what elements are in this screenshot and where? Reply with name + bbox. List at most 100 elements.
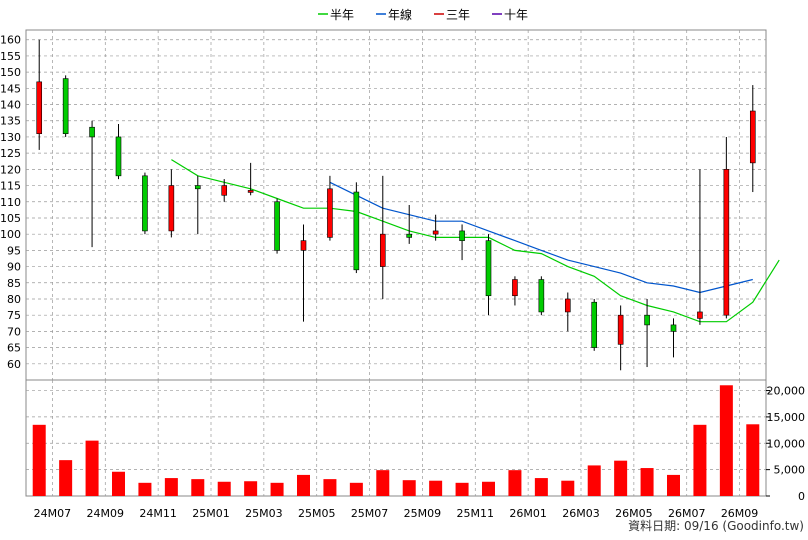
footer-text: 資料日期: 09/16 (Goodinfo.tw) bbox=[628, 519, 804, 533]
candle bbox=[538, 276, 545, 316]
volume-bar bbox=[323, 479, 337, 496]
volume-bar bbox=[85, 440, 99, 496]
volume-tick-label: 10,000 bbox=[767, 437, 806, 450]
moving-average-lines bbox=[171, 159, 780, 323]
volume-bar bbox=[112, 471, 125, 496]
x-axis: 24M07 24M09 24M11 25M01 25M03 25M05 25M07 25M09… bbox=[34, 507, 759, 520]
candle-body bbox=[194, 185, 201, 190]
price-tick-label: 80 bbox=[7, 293, 21, 306]
x-tick-label: 26M05 bbox=[615, 507, 653, 520]
price-tick-label: 95 bbox=[7, 244, 21, 257]
price-tick-label: 60 bbox=[7, 358, 21, 371]
candle-body bbox=[115, 136, 122, 177]
candle-body bbox=[512, 279, 518, 297]
candle bbox=[697, 169, 703, 325]
volume-bars bbox=[32, 385, 760, 496]
volume-bar bbox=[138, 482, 152, 496]
volume-tick-label: 15,000 bbox=[767, 411, 806, 424]
x-tick-label: 25M09 bbox=[404, 507, 442, 520]
volume-bar bbox=[746, 424, 760, 496]
x-tick-label: 26M07 bbox=[668, 507, 706, 520]
candle-body bbox=[353, 191, 360, 271]
candle-body bbox=[327, 188, 333, 238]
candle-body bbox=[670, 324, 677, 332]
x-tick-label: 24M11 bbox=[139, 507, 177, 520]
candle bbox=[221, 179, 228, 202]
price-tick-label: 85 bbox=[7, 277, 21, 290]
price-tick-label: 135 bbox=[0, 115, 21, 128]
x-tick-label: 26M01 bbox=[509, 507, 547, 520]
candle bbox=[512, 276, 518, 306]
candle bbox=[36, 39, 43, 150]
x-tick-label: 25M03 bbox=[245, 507, 283, 520]
candle bbox=[644, 298, 650, 368]
legend-label-3: 十年 bbox=[504, 8, 528, 22]
candle-body bbox=[723, 169, 730, 316]
price-tick-label: 120 bbox=[0, 163, 21, 176]
volume-tick-label: 5,000 bbox=[774, 464, 806, 477]
price-candles bbox=[36, 39, 756, 371]
candle bbox=[670, 318, 677, 358]
x-tick-label: 25M07 bbox=[351, 507, 389, 520]
volume-bar bbox=[32, 424, 46, 496]
price-tick-label: 140 bbox=[0, 99, 21, 112]
x-tick-label: 25M05 bbox=[298, 507, 336, 520]
volume-bar bbox=[244, 481, 258, 496]
candle-body bbox=[459, 230, 465, 241]
price-tick-label: 70 bbox=[7, 325, 21, 338]
candle bbox=[723, 136, 730, 319]
candle-body bbox=[62, 78, 69, 135]
volume-bar bbox=[534, 478, 548, 496]
candle bbox=[432, 214, 439, 241]
candle-body bbox=[617, 314, 624, 345]
chart-legend: 半年 年線 三年 十年 bbox=[318, 7, 528, 22]
price-tick-label: 125 bbox=[0, 147, 21, 160]
candle bbox=[274, 198, 280, 254]
volume-bar bbox=[455, 482, 469, 496]
volume-bar bbox=[59, 460, 73, 496]
price-tick-label: 110 bbox=[0, 196, 21, 209]
price-plot-frame bbox=[25, 29, 767, 381]
candle bbox=[459, 224, 465, 261]
volume-bar bbox=[164, 478, 178, 496]
volume-bar bbox=[482, 481, 495, 496]
candle bbox=[62, 75, 69, 137]
candle bbox=[194, 175, 201, 235]
volume-bar bbox=[376, 470, 390, 496]
volume-bar bbox=[719, 385, 733, 496]
candle bbox=[591, 298, 598, 351]
price-tick-label: 155 bbox=[0, 50, 21, 63]
volume-bar bbox=[191, 479, 205, 496]
candle bbox=[353, 182, 360, 274]
price-tick-label: 100 bbox=[0, 228, 21, 241]
candle bbox=[115, 123, 122, 180]
ma-line-1 bbox=[329, 181, 753, 294]
price-tick-label: 160 bbox=[0, 34, 21, 47]
x-tick-label: 25M11 bbox=[457, 507, 495, 520]
candle bbox=[247, 162, 254, 196]
candle bbox=[617, 305, 624, 371]
volume-bar bbox=[508, 470, 522, 496]
price-tick-label: 105 bbox=[0, 212, 21, 225]
volume-gridlines bbox=[26, 380, 766, 496]
candle bbox=[89, 120, 95, 248]
candle-body bbox=[168, 185, 175, 232]
candle-body bbox=[379, 233, 386, 267]
candle-body bbox=[406, 233, 413, 238]
x-tick-label: 24M07 bbox=[34, 507, 72, 520]
volume-bar bbox=[402, 480, 416, 496]
price-tick-label: 75 bbox=[7, 309, 21, 322]
candle-body bbox=[697, 311, 703, 319]
candle-body bbox=[221, 185, 228, 196]
x-tick-label: 26M09 bbox=[721, 507, 759, 520]
candle-body bbox=[749, 110, 756, 164]
volume-bar bbox=[640, 468, 654, 496]
x-tick-label: 25M01 bbox=[192, 507, 230, 520]
candle bbox=[142, 172, 148, 235]
candle bbox=[406, 205, 413, 244]
legend-label-0: 半年 bbox=[330, 8, 354, 22]
price-tick-label: 130 bbox=[0, 131, 21, 144]
candle bbox=[564, 292, 571, 332]
volume-bar bbox=[693, 424, 707, 496]
